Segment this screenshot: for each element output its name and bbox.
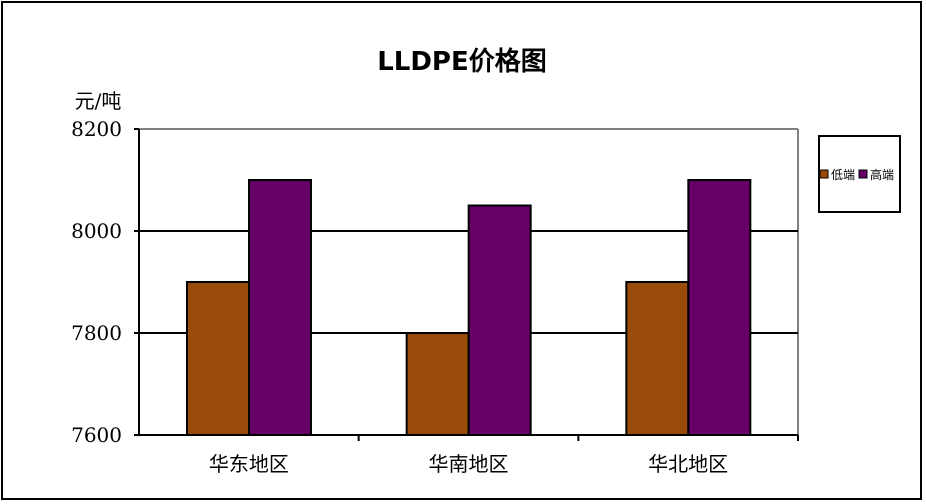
x-tick-label: 华东地区	[209, 452, 289, 476]
x-tick-label: 华北地区	[648, 452, 728, 476]
legend-swatch-高端	[858, 169, 868, 179]
x-tick-label: 华南地区	[429, 452, 509, 476]
bar-低端-华东地区	[186, 281, 250, 436]
y-tick-label: 7600	[71, 423, 122, 447]
legend: 低端 高端	[818, 135, 901, 213]
y-axis-label: 元/吨	[75, 89, 122, 113]
bar-高端-华北地区	[687, 179, 752, 436]
bar-低端-华北地区	[625, 281, 690, 436]
legend-swatch-低端	[819, 169, 829, 179]
legend-label: 低端	[831, 168, 855, 182]
bar-低端-华南地区	[405, 332, 470, 436]
bar-高端-华南地区	[467, 204, 532, 436]
y-tick-label: 8000	[71, 219, 122, 243]
y-tick-label: 8200	[71, 117, 122, 141]
bar-高端-华东地区	[248, 179, 312, 436]
legend-label: 高端	[870, 167, 894, 182]
chart-title: LLDPE价格图	[377, 46, 547, 77]
y-tick-label: 7800	[71, 321, 122, 345]
